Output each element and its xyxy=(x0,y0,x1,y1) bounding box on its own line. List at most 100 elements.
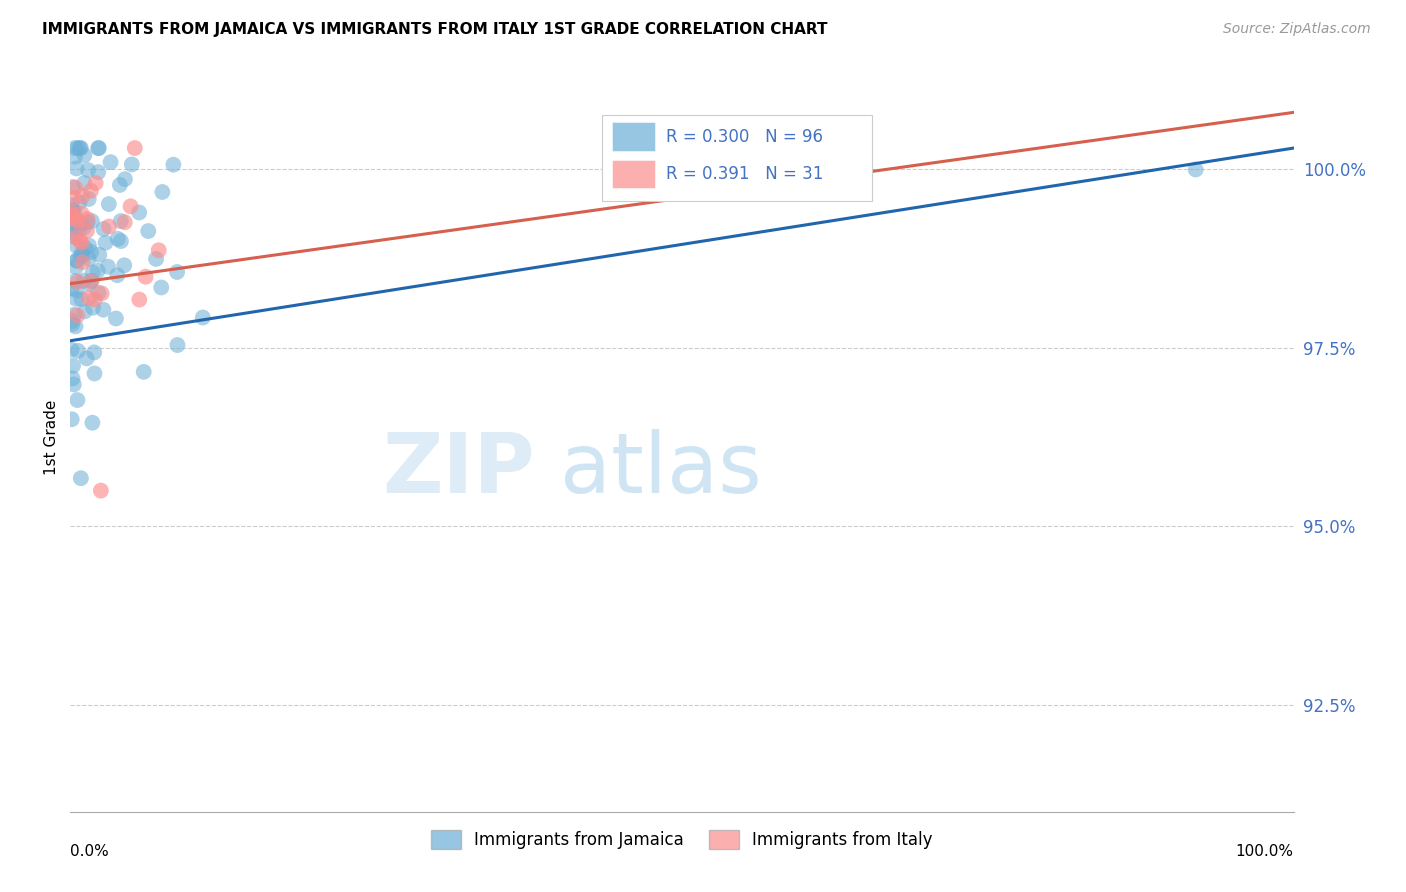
Point xyxy=(70,235,93,250)
FancyBboxPatch shape xyxy=(612,122,655,151)
Point xyxy=(70,246,93,260)
Point xyxy=(70,471,93,485)
Point xyxy=(60,198,83,212)
Point xyxy=(62,180,84,194)
Point xyxy=(94,235,117,250)
Point xyxy=(66,393,89,408)
Point xyxy=(66,253,89,268)
Point xyxy=(65,230,87,244)
Point xyxy=(97,260,120,274)
Point xyxy=(65,161,87,176)
Point xyxy=(69,221,91,235)
Point xyxy=(60,343,83,357)
Point xyxy=(69,250,91,264)
Point xyxy=(166,338,188,352)
FancyBboxPatch shape xyxy=(602,115,872,201)
Point xyxy=(87,141,110,155)
Point xyxy=(83,345,105,359)
Point xyxy=(107,232,129,246)
Point xyxy=(110,234,132,248)
Point xyxy=(63,150,86,164)
Point xyxy=(70,292,93,306)
Point xyxy=(128,205,150,219)
Point xyxy=(150,185,173,199)
Point xyxy=(60,208,83,222)
Point xyxy=(135,269,157,284)
Text: R = 0.300   N = 96: R = 0.300 N = 96 xyxy=(666,128,823,145)
Point xyxy=(65,260,87,275)
Point xyxy=(76,212,98,227)
Point xyxy=(73,304,96,318)
Point xyxy=(84,176,107,190)
Point xyxy=(65,274,87,288)
Point xyxy=(63,141,86,155)
Point xyxy=(60,412,83,426)
Point xyxy=(62,226,84,240)
Point xyxy=(150,280,173,294)
Text: 100.0%: 100.0% xyxy=(1236,844,1294,859)
Point xyxy=(67,216,90,230)
Point xyxy=(93,222,115,236)
Point xyxy=(145,252,167,266)
Point xyxy=(77,252,100,266)
Point xyxy=(63,230,86,244)
Point xyxy=(66,141,89,155)
Point xyxy=(90,483,112,498)
Point xyxy=(120,199,142,213)
Point xyxy=(114,172,136,186)
Point xyxy=(65,212,87,227)
Point xyxy=(63,191,86,205)
Point xyxy=(67,195,90,210)
Point xyxy=(77,238,100,252)
Point xyxy=(66,239,89,253)
Point xyxy=(62,203,84,218)
Point xyxy=(114,215,136,229)
Point xyxy=(128,293,150,307)
Point xyxy=(100,155,122,169)
Point xyxy=(77,291,100,305)
Text: R = 0.391   N = 31: R = 0.391 N = 31 xyxy=(666,165,824,183)
Point xyxy=(60,219,83,234)
Point xyxy=(72,274,94,288)
Point xyxy=(76,224,98,238)
Point xyxy=(60,281,83,295)
Text: IMMIGRANTS FROM JAMAICA VS IMMIGRANTS FROM ITALY 1ST GRADE CORRELATION CHART: IMMIGRANTS FROM JAMAICA VS IMMIGRANTS FR… xyxy=(42,22,828,37)
Point xyxy=(60,218,83,232)
Point xyxy=(80,184,103,198)
Point xyxy=(132,365,155,379)
Point xyxy=(63,180,86,194)
Point xyxy=(75,241,97,255)
Point xyxy=(80,275,103,289)
Point xyxy=(93,302,115,317)
Point xyxy=(89,248,111,262)
Point xyxy=(63,205,86,219)
Text: 0.0%: 0.0% xyxy=(70,844,110,859)
Point xyxy=(162,158,184,172)
Point xyxy=(72,189,94,203)
Point xyxy=(82,266,104,280)
Point xyxy=(60,205,83,219)
Point xyxy=(60,204,83,219)
Point xyxy=(82,416,104,430)
Point xyxy=(1184,162,1206,177)
FancyBboxPatch shape xyxy=(612,160,655,188)
Point xyxy=(87,285,110,300)
Text: Source: ZipAtlas.com: Source: ZipAtlas.com xyxy=(1223,22,1371,37)
Point xyxy=(66,309,89,323)
Point xyxy=(98,219,121,234)
Point xyxy=(69,141,91,155)
Point xyxy=(70,216,93,230)
Point xyxy=(72,249,94,263)
Point xyxy=(124,141,146,155)
Point xyxy=(66,275,89,289)
Point xyxy=(69,141,91,155)
Text: ZIP: ZIP xyxy=(382,429,536,509)
Point xyxy=(73,148,96,162)
Point xyxy=(76,215,98,229)
Point xyxy=(63,377,86,392)
Point xyxy=(65,292,87,306)
Point xyxy=(110,214,132,228)
Point xyxy=(82,301,104,315)
Legend: Immigrants from Jamaica, Immigrants from Italy: Immigrants from Jamaica, Immigrants from… xyxy=(425,823,939,855)
Point xyxy=(87,263,110,277)
